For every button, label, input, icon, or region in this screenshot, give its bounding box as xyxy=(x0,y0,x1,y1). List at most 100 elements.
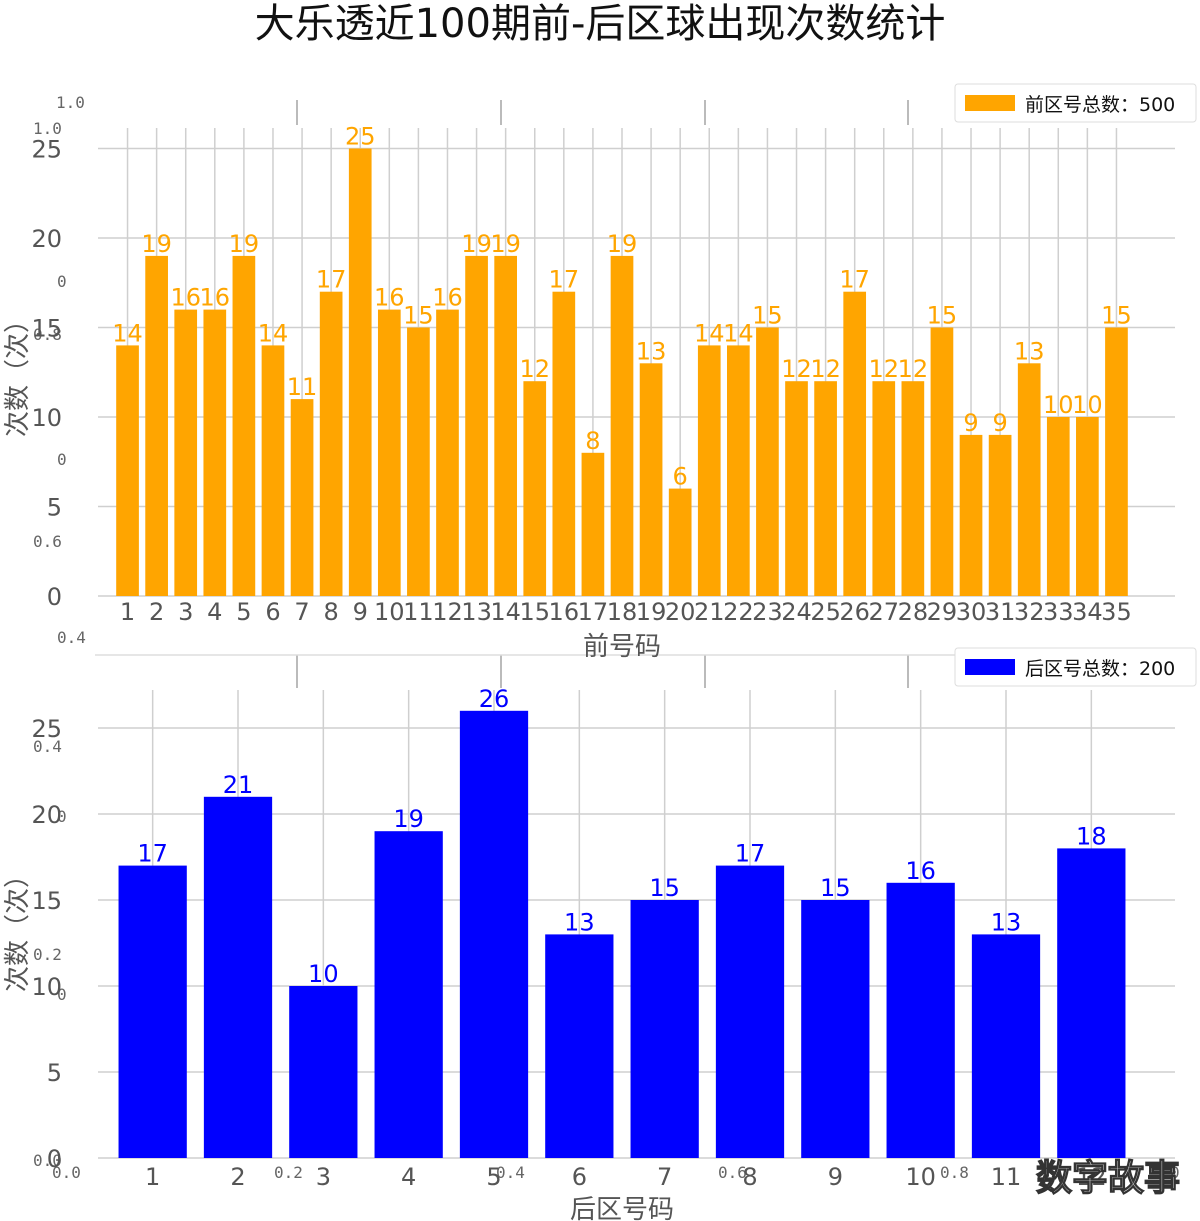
x-tick-label-26: 26 xyxy=(839,598,870,626)
y-tick-label: 10 xyxy=(31,973,62,1001)
x-tick-label-9: 9 xyxy=(828,1163,843,1191)
x-tick-label-8: 8 xyxy=(324,598,339,626)
ghost-axes-layer: 1.01.000.800.60.40.400.200.00.0 0.2 0.4 0.6… xyxy=(33,93,1180,1182)
legend-label: 后区号总数：200 xyxy=(1025,658,1175,680)
bar-23 xyxy=(756,327,779,596)
bar-34 xyxy=(1076,417,1099,596)
value-label-9: 15 xyxy=(820,874,851,902)
bar-16 xyxy=(552,291,576,596)
x-tick-label-12: 12 xyxy=(432,598,463,626)
x-tick-label-22: 22 xyxy=(723,598,754,626)
x-tick-label-11: 11 xyxy=(991,1163,1022,1191)
ghost-tick-label: 0.8 xyxy=(940,1163,969,1182)
ghost-tick-label: 0.0 xyxy=(52,1163,81,1182)
bar-20 xyxy=(668,488,692,596)
value-label-20: 6 xyxy=(673,463,688,491)
value-label-12: 18 xyxy=(1076,822,1107,850)
value-label-2: 21 xyxy=(223,771,254,799)
value-label-5: 19 xyxy=(229,230,260,258)
value-label-12: 16 xyxy=(432,284,463,312)
value-label-24: 12 xyxy=(781,355,812,383)
x-tick-label-18: 18 xyxy=(607,598,638,626)
x-tick-label-19: 19 xyxy=(636,598,667,626)
x-tick-label-5: 5 xyxy=(486,1163,501,1191)
bar-5 xyxy=(459,710,529,1158)
value-label-14: 19 xyxy=(490,230,521,258)
x-tick-label-8: 8 xyxy=(742,1163,757,1191)
x-tick-label-13: 13 xyxy=(461,598,492,626)
value-label-25: 12 xyxy=(810,355,841,383)
ghost-tick-label: 0.2 xyxy=(274,1163,303,1182)
bar-12 xyxy=(1057,848,1126,1158)
x-tick-label-2: 2 xyxy=(230,1163,245,1191)
x-tick-label-32: 32 xyxy=(1014,598,1045,626)
value-label-8: 17 xyxy=(735,840,766,868)
x-tick-label-6: 6 xyxy=(572,1163,587,1191)
value-label-6: 14 xyxy=(258,319,289,347)
y-tick-label: 20 xyxy=(31,801,62,829)
x-tick-label-6: 6 xyxy=(265,598,280,626)
x-tick-label-4: 4 xyxy=(401,1163,416,1191)
bar-2 xyxy=(203,796,273,1158)
ghost-tick-label: 1.0 xyxy=(56,93,85,112)
bar-35 xyxy=(1105,327,1128,596)
x-tick-label-1: 1 xyxy=(145,1163,160,1191)
y-tick-label: 5 xyxy=(47,1059,62,1087)
value-label-35: 15 xyxy=(1101,302,1132,330)
bar-11 xyxy=(971,934,1041,1158)
ghost-tick-label: 0 xyxy=(57,272,67,291)
bar-24 xyxy=(785,381,808,596)
x-tick-label-17: 17 xyxy=(578,598,609,626)
ghost-tick-label: 0.6 xyxy=(33,532,62,551)
x-tick-label-27: 27 xyxy=(868,598,899,626)
bar-11 xyxy=(407,327,430,596)
bar-25 xyxy=(814,381,837,596)
value-label-15: 12 xyxy=(519,355,550,383)
bar-32 xyxy=(1017,363,1041,596)
x-tick-label-3: 3 xyxy=(178,598,193,626)
value-label-31: 9 xyxy=(992,409,1007,437)
x-tick-label-9: 9 xyxy=(353,598,368,626)
bar-19 xyxy=(639,363,663,596)
ghost-tick-label: 0.0 xyxy=(33,1151,62,1170)
ghost-tick-label: 0 xyxy=(57,985,67,1004)
bar-26 xyxy=(843,291,867,596)
x-tick-label-25: 25 xyxy=(810,598,841,626)
value-label-16: 17 xyxy=(549,266,580,294)
bar-6 xyxy=(545,934,614,1158)
x-tick-label-5: 5 xyxy=(236,598,251,626)
bar-17 xyxy=(581,452,605,596)
bar-7 xyxy=(630,900,699,1158)
value-label-27: 12 xyxy=(868,355,899,383)
value-label-21: 14 xyxy=(694,319,725,347)
x-axis-label: 后区号码 xyxy=(570,1195,674,1221)
bar-4 xyxy=(374,831,443,1158)
y-tick-label: 20 xyxy=(31,225,62,253)
value-label-4: 19 xyxy=(393,805,424,833)
value-label-8: 17 xyxy=(316,266,347,294)
value-label-33: 10 xyxy=(1043,391,1074,419)
x-tick-label-10: 10 xyxy=(905,1163,936,1191)
x-tick-label-15: 15 xyxy=(519,598,550,626)
bar-14 xyxy=(494,255,518,596)
bar-21 xyxy=(697,345,721,596)
bar-9 xyxy=(348,148,372,596)
bar-28 xyxy=(901,381,925,596)
value-label-10: 16 xyxy=(905,857,936,885)
y-tick-label: 15 xyxy=(31,315,62,343)
bar-1 xyxy=(116,345,139,596)
value-label-10: 16 xyxy=(374,284,405,312)
back-zone-chart: 0510152025171212103194265136157178159161… xyxy=(3,647,1197,1221)
value-label-18: 19 xyxy=(607,230,638,258)
y-tick-label: 25 xyxy=(31,715,62,743)
value-label-1: 17 xyxy=(137,840,168,868)
x-tick-label-34: 34 xyxy=(1072,598,1103,626)
value-label-6: 13 xyxy=(564,908,595,936)
x-tick-label-24: 24 xyxy=(781,598,812,626)
bar-27 xyxy=(872,381,896,596)
value-label-5: 26 xyxy=(479,685,510,713)
legend-box xyxy=(954,647,1197,687)
value-label-3: 10 xyxy=(308,960,339,988)
value-label-13: 19 xyxy=(461,230,492,258)
value-label-11: 15 xyxy=(403,302,434,330)
